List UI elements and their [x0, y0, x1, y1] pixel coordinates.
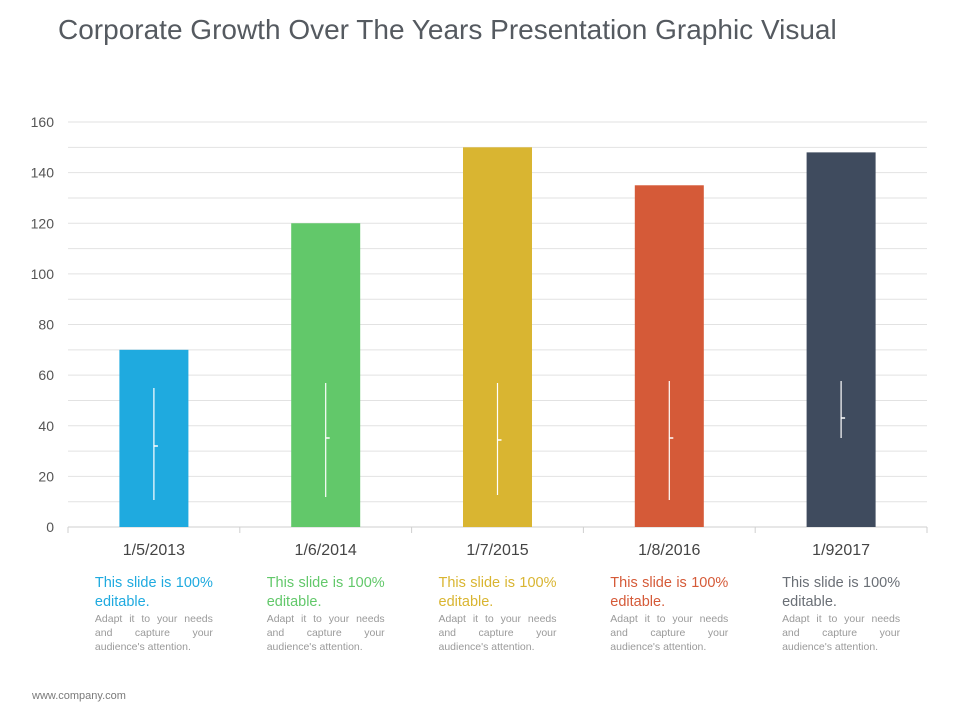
y-tick-label: 100	[31, 266, 55, 282]
caption-4-sub: Adapt it to your needs and capture your …	[610, 613, 729, 653]
caption-4-main: This slide is 100% editable.	[610, 575, 729, 610]
y-tick-label: 160	[31, 114, 55, 130]
captions-row: This slide is 100% editable. Adapt it to…	[0, 574, 960, 664]
x-tick-label: 1/6/2014	[295, 542, 357, 559]
y-tick-label: 0	[46, 519, 54, 535]
bar-5	[806, 152, 876, 527]
caption-2-sub: Adapt it to your needs and capture your …	[266, 613, 385, 653]
x-tick-label: 1/7/2015	[466, 542, 528, 559]
bar-chart: 0 20 40 60 80 100 120 140 160 1/5/2013 1/6/2014 1/7…	[31, 114, 928, 559]
caption-3-main: This slide is 100% editable.	[438, 575, 557, 610]
caption-5-sub: Adapt it to your needs and capture your …	[782, 613, 901, 653]
caption-2-main: This slide is 100% editable.	[266, 575, 385, 610]
x-tick-label: 1/92017	[812, 542, 870, 559]
caption-4: This slide is 100% editable. Adapt it to…	[610, 574, 728, 654]
y-tick-label: 120	[31, 215, 55, 231]
y-tick-label: 20	[38, 468, 54, 484]
caption-1: This slide is 100% editable. Adapt it to…	[95, 574, 213, 654]
footer-url: www.company.com	[32, 690, 126, 702]
y-tick-label: 80	[38, 317, 54, 333]
caption-1-main: This slide is 100% editable.	[94, 575, 213, 610]
caption-5: This slide is 100% editable. Adapt it to…	[782, 574, 900, 654]
x-tick-label: 1/8/2016	[638, 542, 700, 559]
y-tick-label: 40	[38, 418, 54, 434]
caption-1-sub: Adapt it to your needs and capture your …	[94, 613, 213, 653]
y-tick-label: 140	[31, 165, 55, 181]
caption-3-sub: Adapt it to your needs and capture your …	[438, 613, 557, 653]
caption-2: This slide is 100% editable. Adapt it to…	[267, 574, 385, 654]
x-tick-label: 1/5/2013	[123, 542, 185, 559]
y-tick-label: 60	[38, 367, 54, 383]
caption-5-main: This slide is 100% editable.	[782, 575, 901, 610]
caption-3: This slide is 100% editable. Adapt it to…	[439, 574, 557, 654]
slide-title: Corporate Growth Over The Years Presenta…	[58, 14, 837, 45]
